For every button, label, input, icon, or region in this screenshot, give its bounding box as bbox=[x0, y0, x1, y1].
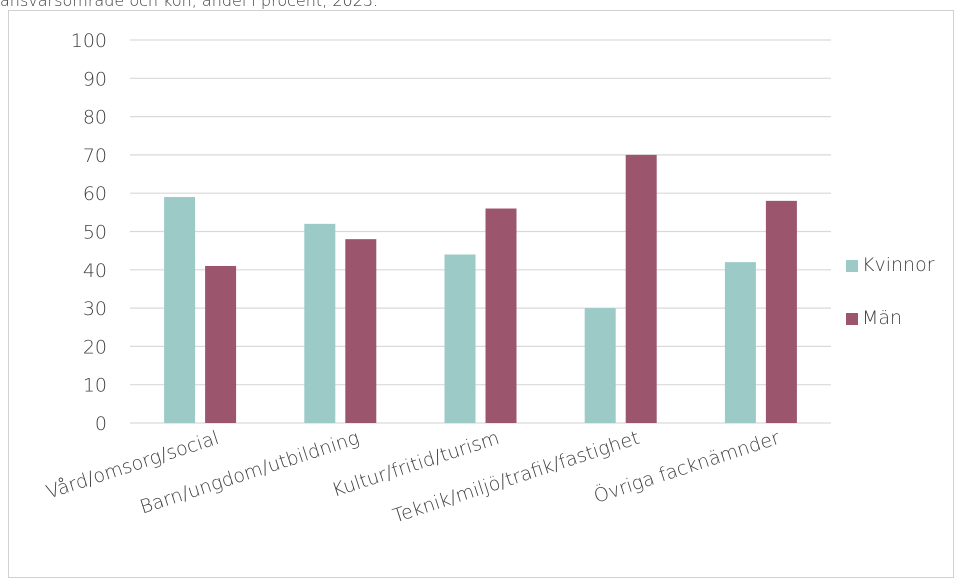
bar-kvinnor bbox=[724, 262, 756, 423]
y-tick-label: 50 bbox=[83, 222, 107, 244]
y-tick-label: 80 bbox=[83, 107, 107, 129]
bar-kvinnor bbox=[304, 223, 336, 423]
bar-m-n bbox=[205, 265, 237, 423]
legend-label: Kvinnor bbox=[862, 254, 935, 276]
x-tick-label: Teknik/miljö/trafik/fastighet bbox=[390, 427, 642, 528]
bar-kvinnor bbox=[444, 254, 476, 423]
chart-caption: ansvarsområde och kön, andel i procent, … bbox=[0, 0, 379, 10]
y-tick-label: 20 bbox=[83, 336, 107, 358]
bar-kvinnor bbox=[164, 197, 196, 423]
legend-swatch bbox=[846, 313, 858, 325]
legend-label: Män bbox=[862, 307, 902, 329]
bar-kvinnor bbox=[584, 308, 616, 423]
legend-swatch bbox=[846, 260, 858, 272]
y-tick-label: 70 bbox=[83, 145, 107, 167]
y-tick-label: 0 bbox=[95, 413, 107, 435]
y-tick-label: 90 bbox=[83, 68, 107, 90]
bar-m-n bbox=[485, 208, 517, 423]
y-tick-label: 60 bbox=[83, 183, 107, 205]
y-tick-label: 10 bbox=[83, 375, 107, 397]
bar-m-n bbox=[765, 200, 797, 423]
y-tick-label: 40 bbox=[83, 260, 107, 282]
y-tick-label: 100 bbox=[71, 30, 107, 52]
y-tick-label: 30 bbox=[83, 298, 107, 320]
bar-m-n bbox=[625, 154, 657, 423]
bar-m-n bbox=[345, 239, 377, 423]
